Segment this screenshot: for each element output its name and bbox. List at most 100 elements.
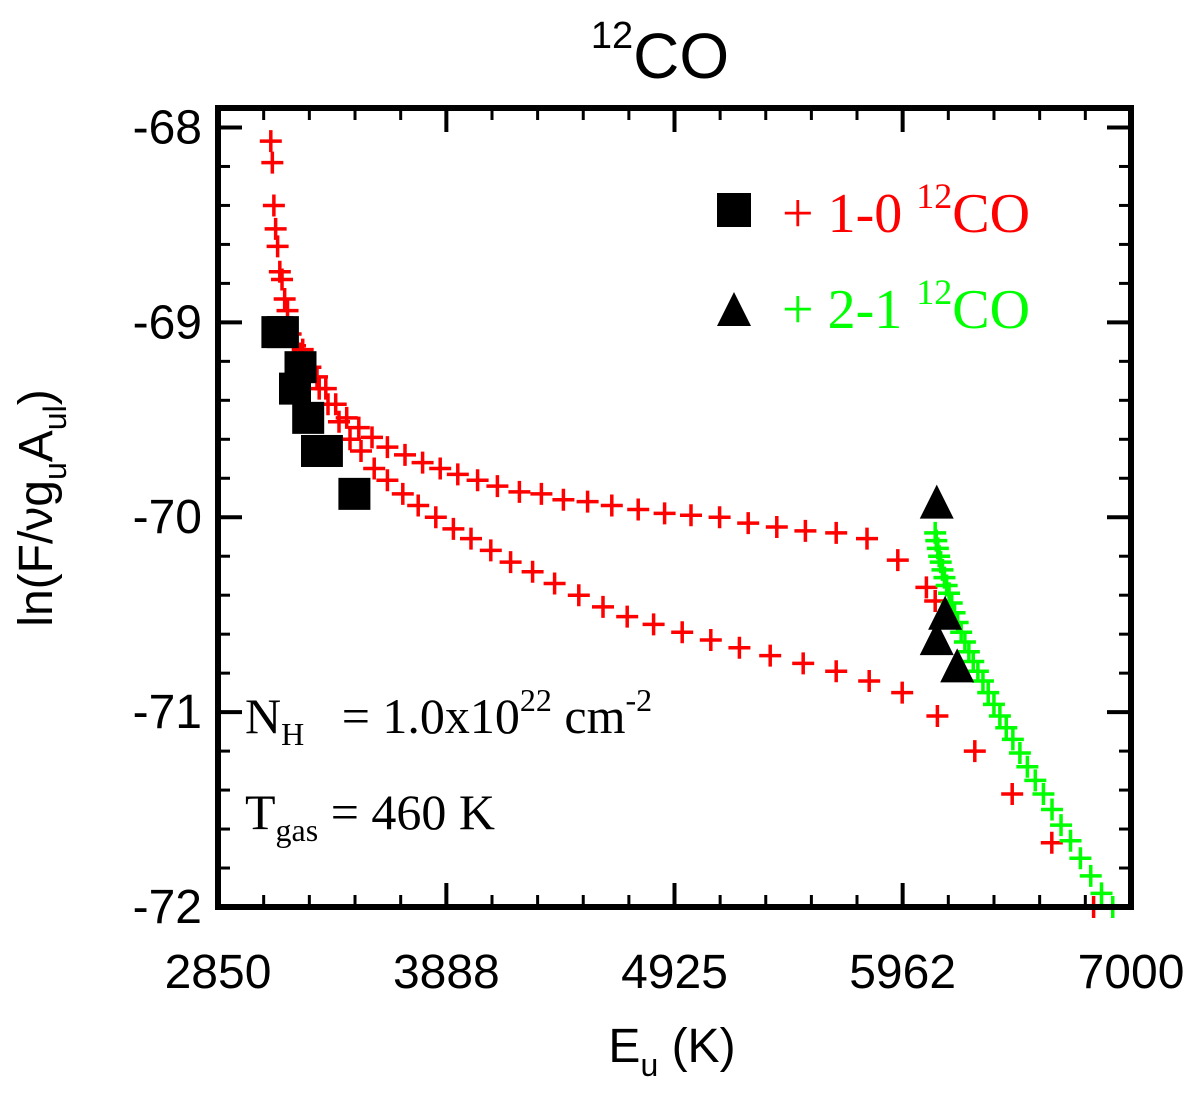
chart-title-main: CO [633,20,729,92]
plus-marker [508,480,531,503]
plus-marker [552,488,575,511]
plus-marker [376,436,399,459]
plus-marker [264,217,287,240]
plus-marker [957,640,980,663]
plus-marker [442,517,465,540]
plus-marker [616,605,639,628]
plus-marker [962,650,985,673]
plus-marker [350,439,372,462]
plus-marker [653,502,676,525]
annotation-column-density: NH = 1.0x1022 cm-2 [245,682,652,752]
plus-marker [737,512,760,535]
plus-marker [950,621,973,644]
series-plus-00ff00 [924,521,1124,918]
plus-marker [347,416,370,439]
x-tick-label: 3888 [393,946,500,999]
plus-marker [825,521,848,544]
legend-entry-1-0: + 1-0 12CO [782,176,1030,245]
plus-marker [576,490,599,513]
plus-marker [938,582,961,605]
plus-marker [460,527,482,550]
plus-marker [1059,829,1082,852]
plus-marker [886,549,909,572]
plus-marker [259,130,282,153]
square-marker [338,477,371,510]
plus-marker [728,636,751,659]
square-marker [292,401,325,434]
plus-marker [988,705,1011,728]
triangle-marker [928,595,963,630]
plus-marker [411,451,434,474]
plus-marker [671,621,694,644]
axis-tick-labels: 2850 3888 4925 5962 7000 -68 -69 -70 -71 -72 [133,101,1185,999]
plus-marker [543,572,566,595]
plus-marker [915,576,938,599]
plus-marker [891,681,914,704]
chart-title: 12CO [591,15,729,92]
y-tick-label: -69 [133,296,202,349]
plus-marker [1024,769,1047,792]
plus-marker [1001,782,1024,805]
plus-marker [971,669,994,692]
plus-marker [926,705,949,728]
series-layer [259,130,1124,918]
plus-marker [308,377,331,400]
plus-marker [521,560,544,583]
y-tick-label: -71 [133,686,202,739]
plot-area [259,130,1124,918]
plus-marker [271,268,294,291]
plus-marker [966,660,989,683]
y-tick-label: -72 [133,881,202,934]
plus-marker [765,515,788,538]
x-tick-label: 2850 [165,946,272,999]
plus-marker [262,194,285,217]
square-marker [310,434,343,467]
plus-marker [363,457,386,480]
square-marker [266,316,299,349]
plus-marker [261,151,284,174]
plus-marker [1050,814,1073,837]
legend-square-marker [717,193,751,227]
y-axis-label: ln(F/νguAul) [10,389,73,626]
plus-marker [1069,847,1092,870]
plus-marker [627,498,650,521]
x-tick-label: 7000 [1078,946,1185,999]
plus-marker [856,527,878,550]
plus-marker [394,443,416,466]
triangle-marker [919,484,954,519]
plus-marker [530,482,553,505]
annotation-gas-temperature: Tgas = 460 K [245,784,495,848]
x-tick-label: 5962 [849,946,956,999]
plus-marker [328,410,350,433]
plus-marker [792,652,815,675]
plus-marker [1001,728,1024,751]
plus-marker [977,681,1000,704]
plot-frame [215,105,1134,910]
plus-marker [680,504,702,527]
y-tick-label: -68 [133,101,202,154]
plus-marker [1040,831,1063,854]
plus-marker [376,469,399,492]
plus-marker [825,660,848,683]
x-tick-label: 4925 [621,946,728,999]
plus-marker [592,595,614,618]
legend-entry-2-1: + 2-1 12CO [782,272,1030,341]
plus-marker [642,613,665,636]
plus-marker [499,551,522,574]
plus-marker [391,482,414,505]
plus-marker [1032,782,1055,805]
series-plus-ff0000 [291,338,1105,918]
y-tick-label: -70 [133,491,202,544]
plus-marker [1079,864,1102,887]
plus-marker [600,494,623,517]
plus-marker [982,693,1005,716]
plus-marker [429,457,452,480]
plus-marker [995,716,1018,739]
plus-marker [1041,798,1064,821]
plus-marker [273,287,296,310]
plus-marker [479,539,502,562]
plus-marker [446,463,469,486]
square-marker [279,372,311,405]
plus-marker [759,644,782,667]
